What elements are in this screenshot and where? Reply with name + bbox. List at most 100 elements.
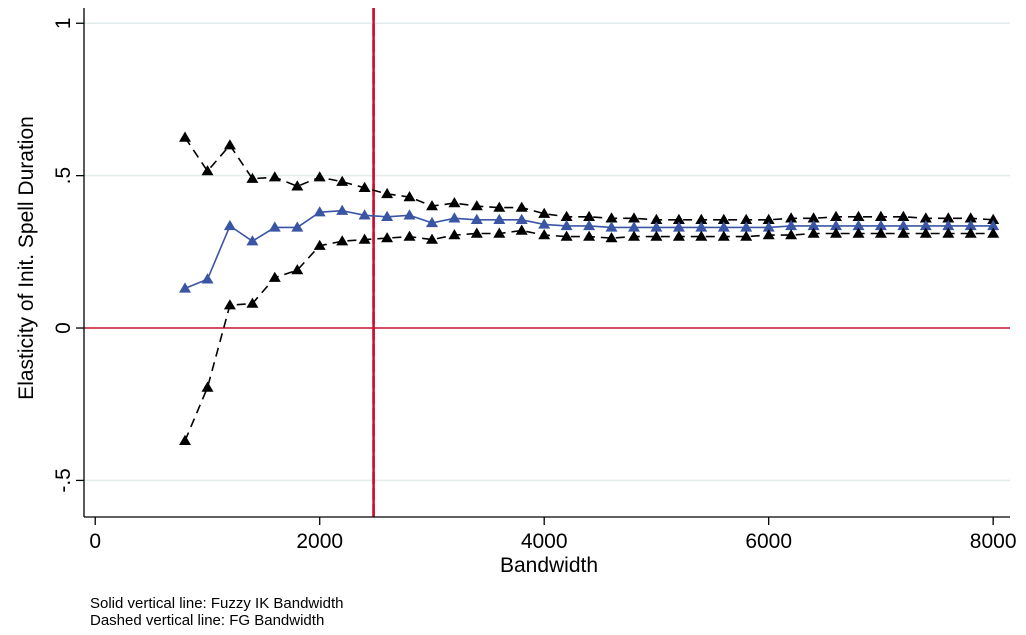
series-1-marker [852,219,865,231]
series-2-marker [246,297,259,308]
series-0-marker [605,212,618,223]
series-2-marker [538,229,551,240]
y-tick-label: -.5 [52,468,75,493]
series-0-marker [515,201,528,212]
series-1-marker [830,219,842,231]
series-0-marker [426,200,438,211]
series-0-marker [470,200,483,211]
series-1-marker [291,221,304,232]
series-0-marker [291,180,304,191]
series-2-marker [628,230,640,241]
series-1-marker [246,235,259,246]
series-1-marker [426,216,438,228]
series-0-marker [583,210,596,221]
series-2-marker [987,227,1000,238]
series-0-marker [448,197,461,208]
series-1-marker [336,204,349,215]
grid-lines [84,22,1010,482]
note-dashed-line: Dashed vertical line: FG Bandwidth [90,612,325,629]
series-2-marker [605,232,618,243]
series-2-marker [313,239,326,250]
series-2-marker [852,227,865,238]
series-1-marker [358,209,371,220]
series-2-marker [740,230,753,241]
series-0-marker [313,171,326,182]
series-2-marker [897,227,910,238]
series-2-marker [650,230,663,241]
series-0-marker [852,210,865,221]
series-1-marker [740,221,753,232]
series-0-marker [717,213,730,224]
note-solid-line: Solid vertical line: Fuzzy IK Bandwidth [90,595,344,612]
y-tick-label: 1 [52,17,75,29]
series-2-marker [448,229,461,240]
series-1-marker [762,221,775,232]
series-0-marker [987,213,1000,224]
series-1-marker [313,206,326,217]
series-0-marker [538,207,551,218]
series-2-marker [807,227,820,238]
series-2-marker [942,227,955,238]
series-1-marker [201,273,214,284]
series-2-marker [336,235,349,246]
series-1-marker [785,219,798,231]
x-tick-label: 8000 [970,530,1017,553]
series-0-marker [874,210,887,221]
series-0-marker [493,201,506,212]
series-2-marker [717,230,730,241]
series-2-marker [201,381,214,392]
series-0-marker [807,212,820,223]
series-2-marker [223,299,236,310]
series-0-marker [201,165,214,176]
series-1-marker [470,213,483,224]
series-1-marker [268,221,281,232]
series-2-marker [785,229,798,240]
series-1-marker [560,219,573,231]
series-0-marker [246,172,259,183]
series-2-marker [964,227,977,238]
series-0-marker [964,212,977,223]
reference-lines [84,8,1010,517]
series-0-marker [919,212,932,223]
series-1-marker [874,219,887,231]
series-layer [179,131,1000,445]
series-1-marker [897,219,910,231]
series-2-marker [268,271,281,282]
series-1-marker [628,221,640,232]
series-0-marker [740,213,753,224]
series-0-marker [268,171,281,182]
series-2-marker [762,229,775,240]
series-2-marker [403,230,416,241]
series-1-marker [650,221,663,232]
series-0-marker [942,212,955,223]
series-2-marker [493,227,506,238]
series-1-marker [538,218,551,229]
series-0-marker [381,187,394,199]
series-2-marker [515,224,528,235]
series-1-marker [964,219,977,231]
series-1-marker [717,221,730,232]
series-0-marker [785,212,798,223]
series-line-0 [184,137,994,221]
series-0-marker [672,213,685,224]
series-1-marker [919,219,932,231]
series-1-marker [403,209,416,220]
series-1-marker [605,221,618,232]
series-1-marker [515,213,528,224]
y-tick-label: 0 [52,322,75,334]
series-2-marker [470,227,483,238]
series-0-marker [695,213,708,224]
y-tick-label: .5 [52,167,75,185]
x-tick-label: 2000 [296,530,343,553]
series-0-marker [560,210,573,221]
series-1-marker [942,219,955,231]
y-axis-label: Elasticity of Init. Spell Duration [15,116,38,400]
series-1-marker [381,210,394,221]
series-1-marker [179,282,191,293]
series-1-marker [493,213,506,224]
series-2-marker [381,232,394,243]
series-0-marker [628,212,640,223]
series-0-marker [179,131,191,142]
x-tick-label: 4000 [521,530,568,553]
series-2-marker [583,230,596,241]
